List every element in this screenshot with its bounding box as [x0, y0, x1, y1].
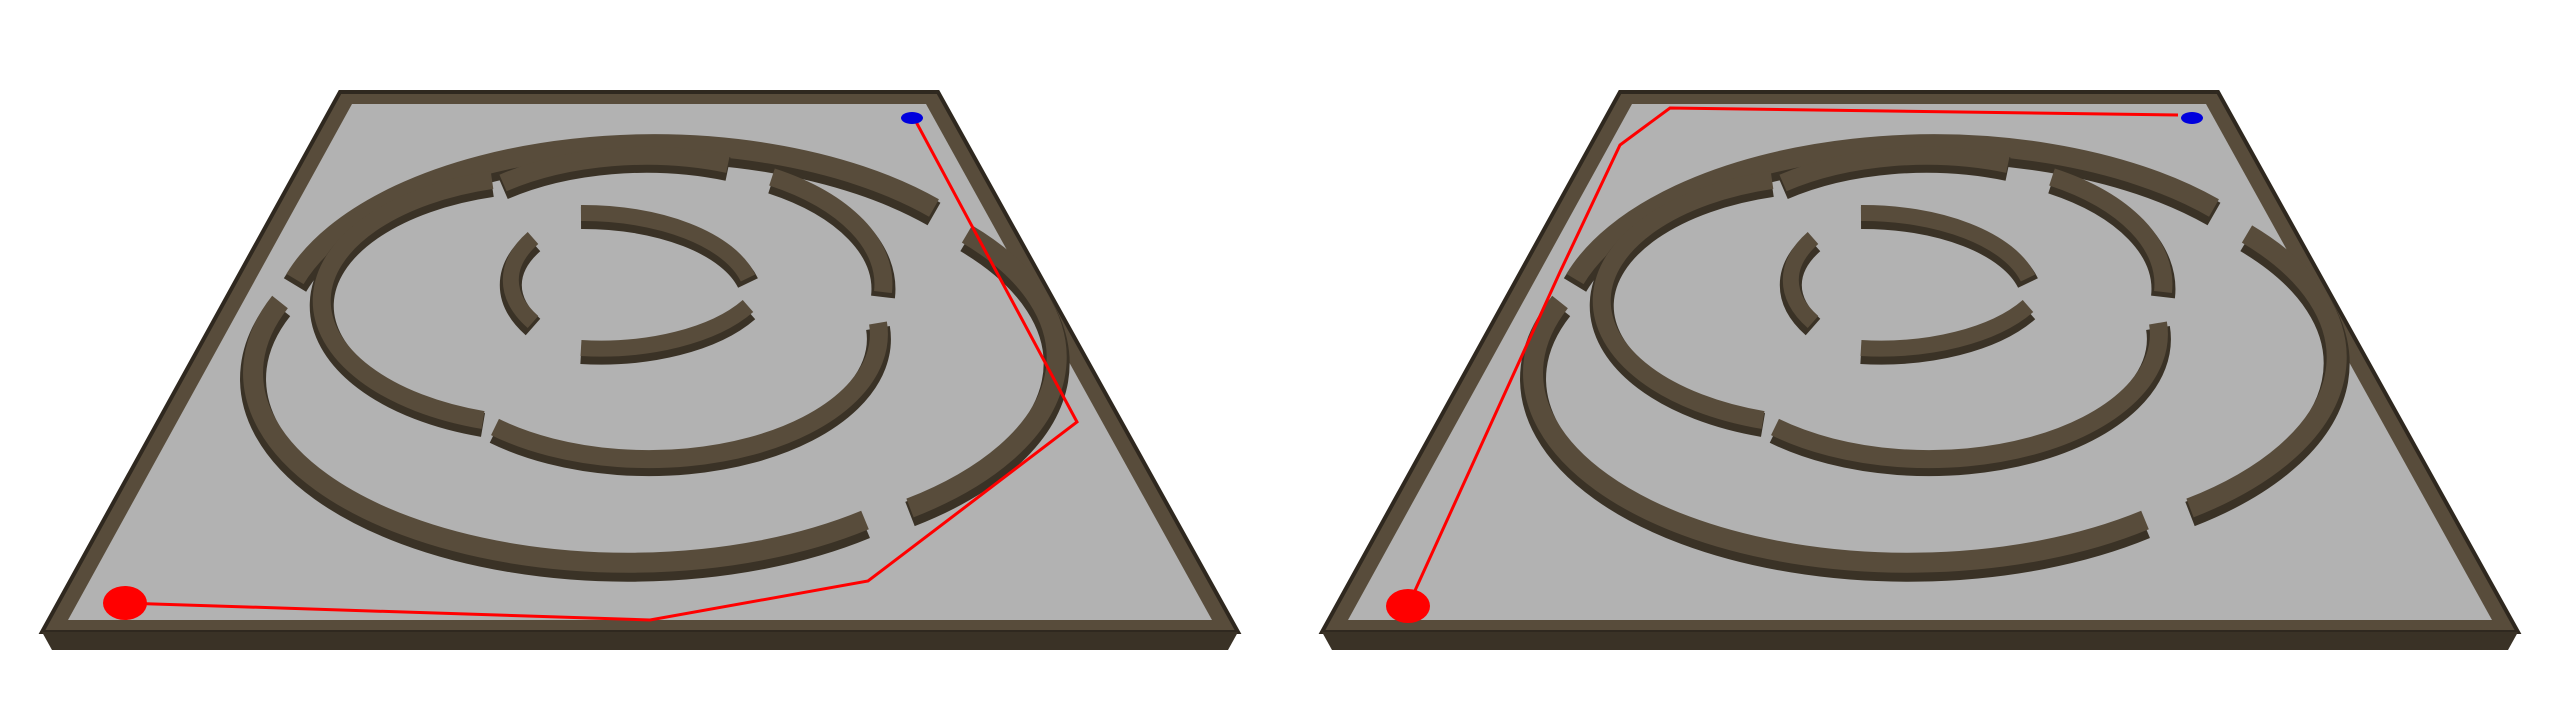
board-front-edge [1322, 632, 2518, 650]
inner-ring-segment [1860, 204, 2036, 282]
maze-walls [1520, 134, 2350, 582]
goal-marker [2181, 112, 2203, 124]
inner-ring-segment [580, 204, 756, 282]
solution-path [1406, 106, 2179, 607]
inner-ring-segment [580, 299, 754, 357]
outer-ring-segment [2186, 225, 2347, 518]
outer-ring-segment [243, 295, 869, 573]
board-front-edge [42, 632, 1238, 650]
middle-ring-segment [1771, 321, 2168, 469]
middle-ring-segment [1779, 146, 2010, 192]
middle-ring-segment [491, 321, 888, 469]
outer-ring-segment [286, 134, 939, 285]
solution-path [124, 117, 1079, 622]
middle-ring-segment [1592, 171, 1774, 429]
middle-ring-segment [2049, 168, 2173, 294]
outer-ring-segment [1566, 134, 2219, 285]
maze-panel-left [38, 90, 1242, 650]
middle-ring-segment [312, 171, 494, 429]
outer-ring-segment [1523, 295, 2149, 573]
start-marker [1386, 589, 1430, 623]
goal-marker [901, 112, 923, 124]
inner-ring-segment [502, 231, 539, 329]
maze-panel-right [1318, 90, 2522, 650]
middle-ring-segment [769, 168, 893, 294]
inner-ring-segment [1782, 231, 1819, 329]
middle-ring-segment [499, 146, 730, 192]
inner-ring-segment [1860, 299, 2034, 357]
maze-walls [240, 134, 1070, 582]
start-marker [103, 586, 147, 620]
